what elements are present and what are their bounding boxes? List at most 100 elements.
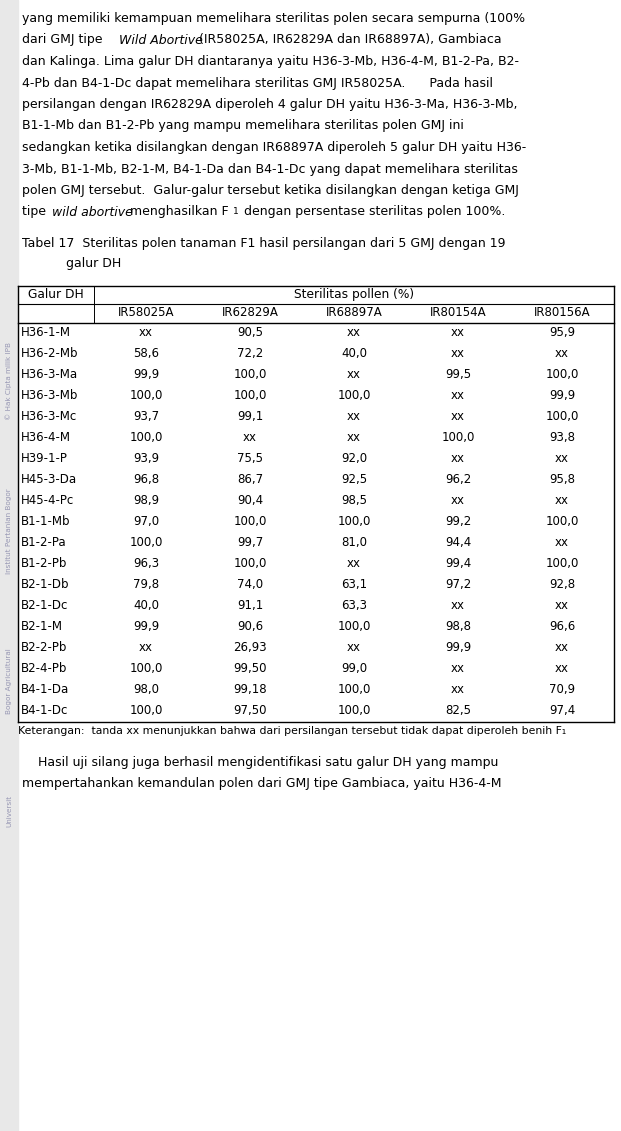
Text: H36-3-Mb: H36-3-Mb [21,389,78,402]
Text: 100,0: 100,0 [233,515,266,528]
Text: xx: xx [451,389,465,402]
Text: 1: 1 [233,207,238,216]
Text: xx: xx [555,494,569,507]
Text: 99,9: 99,9 [133,368,159,381]
Text: B1-1-Mb: B1-1-Mb [21,515,71,528]
Text: B1-2-Pa: B1-2-Pa [21,536,66,549]
Text: xx: xx [243,431,257,444]
Text: 98,0: 98,0 [133,683,159,696]
Text: B2-1-M: B2-1-M [21,620,63,633]
Text: B1-1-Mb dan B1-2-Pb yang mampu memelihara sterilitas polen GMJ ini: B1-1-Mb dan B1-2-Pb yang mampu memelihar… [22,120,464,132]
Text: 99,7: 99,7 [237,536,263,549]
Text: B2-1-Db: B2-1-Db [21,578,70,592]
Text: xx: xx [555,662,569,675]
Text: 92,8: 92,8 [549,578,575,592]
Text: dan Kalinga. Lima galur DH diantaranya yaitu H36-3-Mb, H36-4-M, B1-2-Pa, B2-: dan Kalinga. Lima galur DH diantaranya y… [22,55,519,68]
Text: tipe: tipe [22,206,54,218]
Text: 97,4: 97,4 [549,703,575,717]
Text: 99,5: 99,5 [445,368,471,381]
Text: dari GMJ tipe: dari GMJ tipe [22,34,111,46]
Text: Wild Abortive: Wild Abortive [119,34,203,46]
Text: 90,6: 90,6 [237,620,263,633]
Text: © Hak Cipta milik IPB: © Hak Cipta milik IPB [6,342,12,420]
Text: H36-3-Ma: H36-3-Ma [21,368,78,381]
Text: 90,4: 90,4 [237,494,263,507]
Text: 99,4: 99,4 [445,556,471,570]
Text: IR68897A: IR68897A [325,307,383,319]
Text: Hasil uji silang juga berhasil mengidentifikasi satu galur DH yang mampu: Hasil uji silang juga berhasil mengident… [22,756,499,769]
Text: 98,9: 98,9 [133,494,159,507]
Text: xx: xx [451,326,465,339]
Text: xx: xx [555,452,569,465]
Text: 26,93: 26,93 [233,641,267,654]
Text: B4-1-Da: B4-1-Da [21,683,70,696]
Text: 100,0: 100,0 [545,411,579,423]
Text: xx: xx [347,431,361,444]
Text: 74,0: 74,0 [237,578,263,592]
Text: 82,5: 82,5 [445,703,471,717]
Text: 95,9: 95,9 [549,326,575,339]
Text: B2-4-Pb: B2-4-Pb [21,662,67,675]
Text: galur DH: galur DH [22,258,121,270]
Text: 90,5: 90,5 [237,326,263,339]
Text: B2-2-Pb: B2-2-Pb [21,641,67,654]
Text: 100,0: 100,0 [337,620,371,633]
Text: 40,0: 40,0 [341,347,367,360]
Text: xx: xx [555,641,569,654]
Text: H36-4-M: H36-4-M [21,431,71,444]
Text: IR62829A: IR62829A [222,307,278,319]
Text: 100,0: 100,0 [545,556,579,570]
Text: xx: xx [139,641,153,654]
Text: 97,2: 97,2 [445,578,471,592]
Text: 96,3: 96,3 [133,556,159,570]
Text: 79,8: 79,8 [133,578,159,592]
Text: sedangkan ketika disilangkan dengan IR68897A diperoleh 5 galur DH yaitu H36-: sedangkan ketika disilangkan dengan IR68… [22,141,526,154]
Text: mempertahankan kemandulan polen dari GMJ tipe Gambiaca, yaitu H36-4-M: mempertahankan kemandulan polen dari GMJ… [22,777,502,791]
Text: yang memiliki kemampuan memelihara sterilitas polen secara sempurna (100%: yang memiliki kemampuan memelihara steri… [22,12,525,25]
Text: xx: xx [555,599,569,612]
Text: 96,8: 96,8 [133,473,159,486]
Text: xx: xx [347,411,361,423]
Text: xx: xx [347,326,361,339]
Text: 58,6: 58,6 [133,347,159,360]
Text: 99,9: 99,9 [549,389,575,402]
Text: 99,9: 99,9 [133,620,159,633]
Text: 70,9: 70,9 [549,683,575,696]
Text: Universit: Universit [6,795,12,827]
Text: (IR58025A, IR62829A dan IR68897A), Gambiaca: (IR58025A, IR62829A dan IR68897A), Gambi… [191,34,502,46]
Text: 91,1: 91,1 [237,599,263,612]
Text: 93,9: 93,9 [133,452,159,465]
Text: Institut Pertanian Bogor: Institut Pertanian Bogor [6,489,12,573]
Text: H36-2-Mb: H36-2-Mb [21,347,78,360]
Text: B4-1-Dc: B4-1-Dc [21,703,68,717]
Text: xx: xx [347,641,361,654]
Text: 100,0: 100,0 [337,515,371,528]
Text: 94,4: 94,4 [445,536,471,549]
Text: 92,5: 92,5 [341,473,367,486]
Text: 63,3: 63,3 [341,599,367,612]
Text: 75,5: 75,5 [237,452,263,465]
Text: 100,0: 100,0 [233,389,266,402]
Text: Galur DH: Galur DH [28,288,84,301]
Text: 100,0: 100,0 [233,368,266,381]
Text: 63,1: 63,1 [341,578,367,592]
Text: B2-1-Dc: B2-1-Dc [21,599,68,612]
Text: 4-Pb dan B4-1-Dc dapat memelihara sterilitas GMJ IR58025A.      Pada hasil: 4-Pb dan B4-1-Dc dapat memelihara steril… [22,77,493,89]
Text: 100,0: 100,0 [129,703,163,717]
Text: 99,0: 99,0 [341,662,367,675]
Text: xx: xx [451,411,465,423]
Text: H36-1-M: H36-1-M [21,326,71,339]
Text: 95,8: 95,8 [549,473,575,486]
Text: 86,7: 86,7 [237,473,263,486]
Text: 100,0: 100,0 [129,536,163,549]
Text: Tabel 17  Sterilitas polen tanaman F1 hasil persilangan dari 5 GMJ dengan 19: Tabel 17 Sterilitas polen tanaman F1 has… [22,238,505,250]
Text: B1-2-Pb: B1-2-Pb [21,556,67,570]
Text: 100,0: 100,0 [545,515,579,528]
Text: 100,0: 100,0 [129,662,163,675]
Text: 99,50: 99,50 [233,662,267,675]
Text: 3-Mb, B1-1-Mb, B2-1-M, B4-1-Da dan B4-1-Dc yang dapat memelihara sterilitas: 3-Mb, B1-1-Mb, B2-1-M, B4-1-Da dan B4-1-… [22,163,518,175]
Text: 92,0: 92,0 [341,452,367,465]
Text: 100,0: 100,0 [129,389,163,402]
Text: menghasilkan F: menghasilkan F [122,206,229,218]
Text: polen GMJ tersebut.  Galur-galur tersebut ketika disilangkan dengan ketiga GMJ: polen GMJ tersebut. Galur-galur tersebut… [22,184,519,197]
